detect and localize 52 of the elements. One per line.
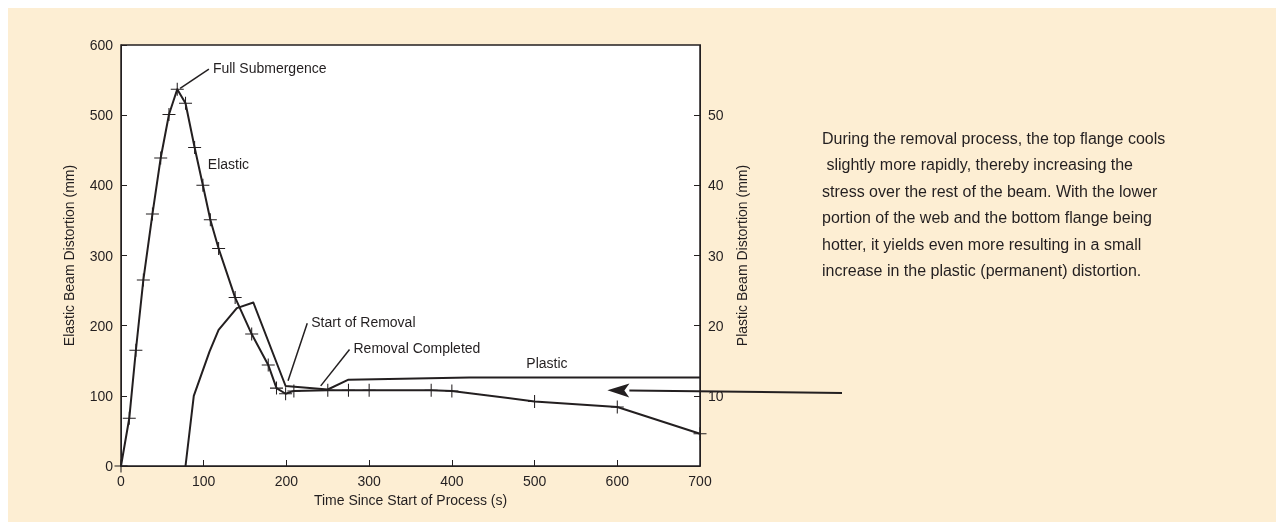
x-tick-label: 500 [522, 473, 547, 489]
point [129, 343, 143, 357]
point [270, 381, 283, 395]
x-tick-label: 300 [357, 473, 382, 489]
point [136, 273, 150, 287]
y-tick-label: 500 [89, 107, 114, 124]
text: During the removal process, the top flange cools slightly more rapidly, thereby increasing the stress over the rest of the beam. With the lower portion of the web and the bottom flange being hotter, it yields even more resulting in a small increase in the plastic (permanent) distortion. [822, 129, 1166, 280]
point [162, 107, 176, 121]
x-tick-label: 200 [274, 473, 299, 489]
x-tick-label: 400 [440, 473, 464, 489]
x-tick-label: 700 [688, 473, 712, 489]
point [170, 82, 184, 96]
point [154, 151, 168, 165]
point [445, 384, 459, 398]
x-axis-title: Time Since Start of Process (s) [313, 491, 508, 508]
x-tick-label: 100 [192, 473, 216, 489]
point [693, 427, 707, 441]
y-tick-label: 300 [89, 247, 114, 264]
point [228, 291, 242, 305]
y-tick-label: 0 [105, 458, 114, 474]
point [245, 327, 259, 341]
point [203, 213, 217, 227]
y-tick-label: 600 [89, 37, 114, 53]
y2-tick-label: 50 [708, 107, 724, 124]
point [610, 400, 624, 414]
x-tick-label: 0 [117, 473, 126, 489]
annotation: Removal Completed [353, 340, 481, 357]
y2-axis-title: Plastic Beam Distortion (mm) [734, 164, 750, 347]
y2-tick-label: 20 [708, 317, 724, 334]
point [261, 358, 275, 372]
series-label: Plastic [526, 354, 568, 371]
y2-tick-label: 30 [708, 247, 724, 264]
y-axis-title: Elastic Beam Distortion (mm) [61, 164, 77, 347]
point [179, 96, 193, 110]
point [424, 383, 438, 397]
point [122, 411, 136, 425]
point [196, 178, 210, 192]
point [212, 241, 226, 255]
point [114, 459, 128, 473]
point [188, 140, 202, 154]
point [362, 383, 376, 397]
annotation: Full Submergence [212, 60, 327, 77]
series-label: Elastic [207, 156, 250, 173]
y-tick-label: 400 [89, 177, 114, 194]
y-tick-label: 100 [89, 387, 114, 404]
point [145, 207, 159, 221]
point [279, 387, 293, 401]
y-tick-label: 200 [89, 317, 114, 334]
y2-tick-label: 40 [708, 177, 724, 194]
x-tick-label: 600 [605, 473, 630, 489]
annotation: Start of Removal [311, 314, 416, 331]
point [341, 383, 355, 397]
